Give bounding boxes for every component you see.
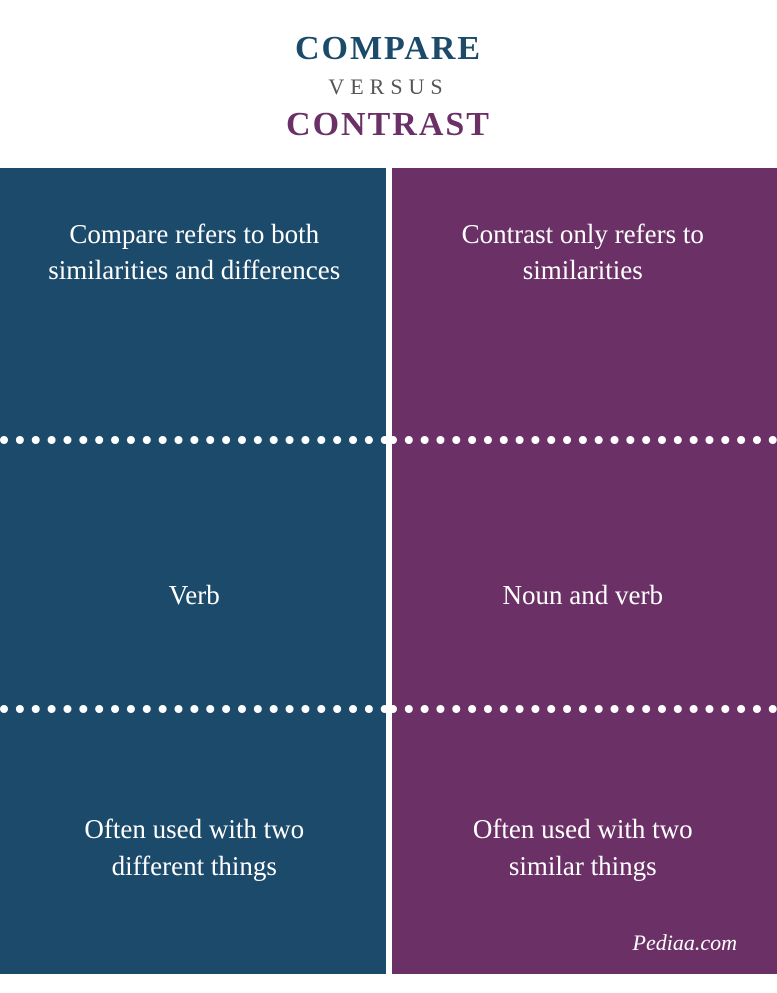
right-text-1: Contrast only refers to similarities bbox=[437, 216, 730, 289]
right-text-3: Often used with two similar things bbox=[437, 811, 730, 884]
vertical-divider bbox=[386, 168, 392, 974]
right-cell-1: Contrast only refers to similarities bbox=[389, 168, 777, 469]
header: COMPARE VERSUS CONTRAST bbox=[0, 0, 777, 168]
h-divider-2 bbox=[0, 705, 389, 713]
right-text-2: Noun and verb bbox=[503, 577, 663, 613]
comparison-columns: Compare refers to both similarities and … bbox=[0, 168, 777, 974]
left-text-2: Verb bbox=[169, 577, 220, 613]
h-divider-3 bbox=[389, 436, 777, 444]
header-word-1: COMPARE bbox=[0, 30, 777, 68]
left-cell-1: Compare refers to both similarities and … bbox=[0, 168, 389, 469]
left-text-3: Often used with two different things bbox=[48, 811, 341, 884]
h-divider-4 bbox=[389, 705, 777, 713]
header-word-2: CONTRAST bbox=[0, 106, 777, 144]
h-divider-1 bbox=[0, 436, 389, 444]
column-left: Compare refers to both similarities and … bbox=[0, 168, 389, 974]
left-cell-2: Verb bbox=[0, 469, 389, 722]
header-versus: VERSUS bbox=[0, 74, 777, 100]
left-text-1: Compare refers to both similarities and … bbox=[48, 216, 341, 289]
attribution: Pediaa.com bbox=[633, 930, 737, 956]
left-cell-3: Often used with two different things bbox=[0, 721, 389, 974]
column-right: Contrast only refers to similarities Nou… bbox=[389, 168, 777, 974]
right-cell-2: Noun and verb bbox=[389, 469, 777, 722]
